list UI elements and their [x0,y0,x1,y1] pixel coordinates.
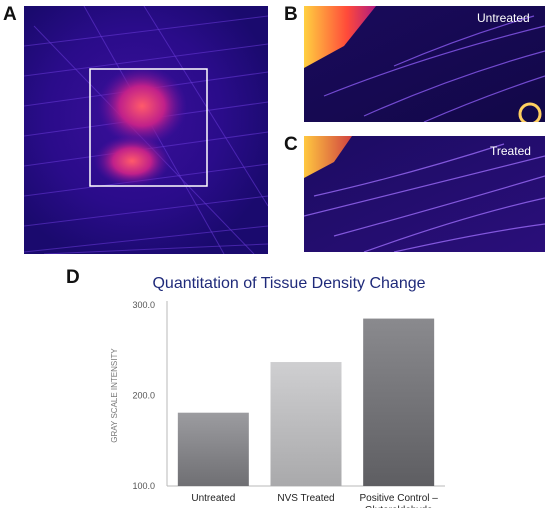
y-axis-label: GRAY SCALE INTENSITY [110,348,119,443]
untreated-label: Untreated [477,11,530,25]
bar-2 [270,362,342,486]
x-category-label: Glutaraldehyde [365,505,433,508]
y-tick-label: 200.0 [132,391,155,401]
panel-c-letter: C [284,134,298,155]
micrograph-overview-image [24,6,268,254]
treated-label: Treated [490,144,531,158]
panel-b-letter: B [284,4,298,25]
zoom-region-box [89,68,208,187]
tissue-density-chart: Quantitation of Tissue Density Change 10… [110,275,445,508]
bar-3 [363,318,435,486]
bar-1 [177,412,249,486]
micrograph-untreated-image [304,6,545,122]
y-tick-label: 100.0 [132,481,155,491]
x-category-label: Positive Control – [359,493,438,504]
micrograph-treated-image [304,136,545,252]
x-category-label: NVS Treated [277,493,334,504]
y-tick-label: 300.0 [132,300,155,310]
x-category-label: Untreated [191,493,235,504]
panel-d-letter: D [66,267,80,288]
panel-a-letter: A [3,4,17,25]
chart-title: Quantitation of Tissue Density Change [152,275,425,292]
